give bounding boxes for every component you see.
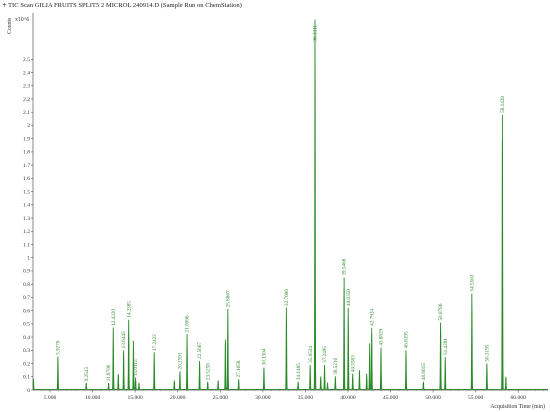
y-tick-label: 1.6 xyxy=(23,176,30,182)
y-tick-label: 2.5 xyxy=(23,57,30,63)
y-tick-label: 0 xyxy=(27,388,30,394)
y-tick-label: 1.5 xyxy=(23,189,30,195)
peak-label: 54.5563 xyxy=(469,274,475,291)
x-tick-label: 35.000 xyxy=(298,395,314,401)
peak-label: 21.0096 xyxy=(185,315,191,332)
y-tick-label: 0.7 xyxy=(23,295,30,301)
x-tick-label: 60.000 xyxy=(511,395,527,401)
y-tick-label: 2 xyxy=(27,123,30,129)
x-axis-label: Acquisition Time (min) xyxy=(490,403,545,410)
expand-icon[interactable]: + xyxy=(2,2,8,9)
peak-label: 56.3195 xyxy=(484,344,490,361)
y-tick-label: 0.5 xyxy=(23,322,30,328)
y-tick-label: 2.2 xyxy=(23,97,30,103)
y-tick-label: 1.2 xyxy=(23,229,30,235)
y-tick-label: 0.3 xyxy=(23,348,30,354)
y-tick-label: 1.4 xyxy=(23,203,30,209)
tic-trace xyxy=(32,19,548,390)
y-axis-multiplier: x10^6 xyxy=(15,17,29,23)
peak-label: 36.1311 xyxy=(313,25,319,42)
x-tick-label: 45.000 xyxy=(383,395,399,401)
y-tick-label: 1 xyxy=(27,256,30,262)
peak-label: 34.1485 xyxy=(296,363,302,380)
y-tick-label: 1.3 xyxy=(23,216,30,222)
x-tick-label: 25.000 xyxy=(213,395,229,401)
peak-label: 37.2495 xyxy=(322,346,328,363)
peak-label: 38.5216 xyxy=(333,358,339,375)
y-tick-label: 0.9 xyxy=(23,269,30,275)
peak-labels: 5.9270 9.2543 11.8706 12.4320 13.6445 14.2385… xyxy=(56,25,506,382)
peak-label: 17.2422 xyxy=(152,334,158,351)
y-tick-label: 1.1 xyxy=(23,242,30,248)
y-tick-label: 0.2 xyxy=(23,361,30,367)
x-tick-label: 50.000 xyxy=(425,395,441,401)
peak-label: 20.2591 xyxy=(178,352,184,369)
plot-frame xyxy=(32,13,548,391)
x-tick-label: 20.000 xyxy=(170,395,186,401)
peak-label: 51.4281 xyxy=(443,338,449,355)
x-tick-label: 15.000 xyxy=(127,395,143,401)
y-tick-label: 1.9 xyxy=(23,136,30,142)
peak-label: 11.8706 xyxy=(106,364,112,381)
x-tick-label: 30.000 xyxy=(255,395,271,401)
peak-label: 13.6445 xyxy=(121,331,127,348)
peak-label: 58.1438 xyxy=(500,96,506,113)
x-tick-label: 55.000 xyxy=(468,395,484,401)
x-tick-label: 40.000 xyxy=(340,395,356,401)
peak-label: 22.5667 xyxy=(197,342,203,359)
y-axis-label: Counts xyxy=(7,17,13,34)
chart-title-text: TIC Scan GILIA FRUITS SPLIT5 2 MICROL 24… xyxy=(8,2,242,9)
peak-label: 48.8615 xyxy=(421,363,427,380)
peak-label: 40.5583 xyxy=(350,355,356,372)
peak-label: 50.8786 xyxy=(438,303,444,320)
peak-label: 25.8867 xyxy=(225,290,231,307)
peak-label: 9.2543 xyxy=(84,367,90,382)
peak-label: 39.5468 xyxy=(342,258,348,275)
y-tick-label: 1.7 xyxy=(23,163,30,169)
x-axis: 5.000 10.000 15.000 20.000 25.000 30.000 35.00… xyxy=(41,390,544,401)
y-tick-label: 2.3 xyxy=(23,84,30,90)
peak-label: 27.1658 xyxy=(236,360,242,377)
x-tick-label: 5.000 xyxy=(44,395,57,401)
y-tick-label: 0.4 xyxy=(23,335,30,341)
peak-label: 5.9270 xyxy=(56,340,62,355)
peak-label: 15.0115 xyxy=(133,359,139,376)
peak-label: 43.8829 xyxy=(379,328,385,345)
chart-title: +TIC Scan GILIA FRUITS SPLIT5 2 MICROL 2… xyxy=(2,2,242,9)
peak-label: 32.7680 xyxy=(284,289,290,306)
x-tick-label: 10.000 xyxy=(85,395,101,401)
peak-label: 14.2385 xyxy=(126,301,132,318)
peak-label: 35.6534 xyxy=(308,346,314,363)
peak-label: 40.0350 xyxy=(346,289,352,306)
y-axis: 0 0.1 0.2 0.3 0.4 0.5 0.6 0.7 0.8 0.9 1 1.1 1.2 1.3 1.… xyxy=(23,57,33,394)
peak-label: 12.4320 xyxy=(111,309,117,326)
peak-label: 46.8195 xyxy=(404,331,410,348)
peak-label: 30.1304 xyxy=(262,348,268,365)
y-tick-label: 1.8 xyxy=(23,150,30,156)
y-tick-label: 0.6 xyxy=(23,308,30,314)
y-tick-label: 2.1 xyxy=(23,110,30,116)
y-tick-label: 2.4 xyxy=(23,70,30,76)
peak-label: 23.5258 xyxy=(205,363,211,380)
y-tick-label: 0.8 xyxy=(23,282,30,288)
peak-label: 42.7924 xyxy=(369,309,375,326)
y-tick-label: 0.1 xyxy=(23,375,30,381)
